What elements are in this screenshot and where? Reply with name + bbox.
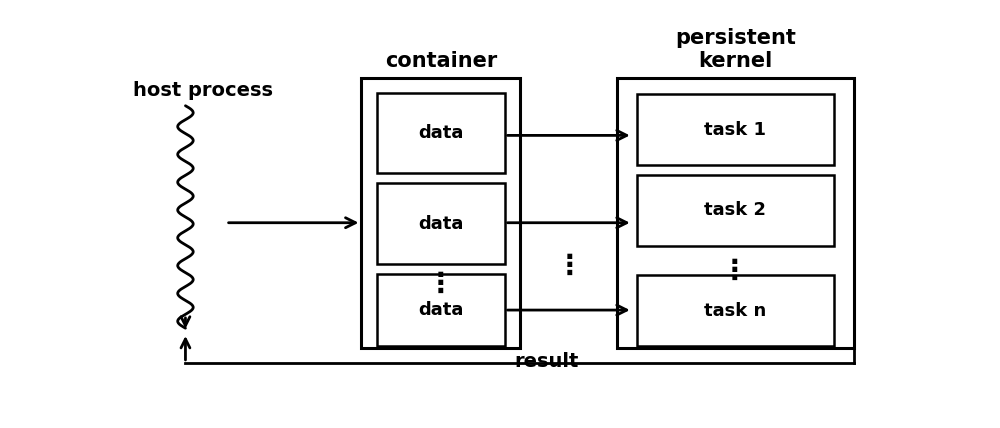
- Bar: [637, 276, 834, 346]
- Bar: [377, 183, 505, 264]
- Text: result: result: [514, 352, 578, 371]
- Text: data: data: [418, 124, 464, 142]
- Text: task 1: task 1: [704, 121, 766, 139]
- Bar: [637, 94, 834, 165]
- Text: task 2: task 2: [704, 201, 766, 220]
- Text: ⋮: ⋮: [427, 270, 454, 298]
- Bar: [377, 92, 505, 173]
- Text: data: data: [418, 214, 464, 232]
- Text: container: container: [385, 51, 497, 71]
- Bar: [617, 78, 854, 348]
- Text: ⋮: ⋮: [721, 256, 749, 285]
- Text: task n: task n: [704, 302, 766, 320]
- Bar: [377, 274, 505, 346]
- Text: data: data: [418, 301, 464, 319]
- Text: host process: host process: [133, 81, 273, 101]
- Text: ⋮: ⋮: [555, 252, 583, 279]
- Bar: [361, 78, 520, 348]
- Text: persistent
kernel: persistent kernel: [675, 28, 796, 71]
- Bar: [637, 175, 834, 246]
